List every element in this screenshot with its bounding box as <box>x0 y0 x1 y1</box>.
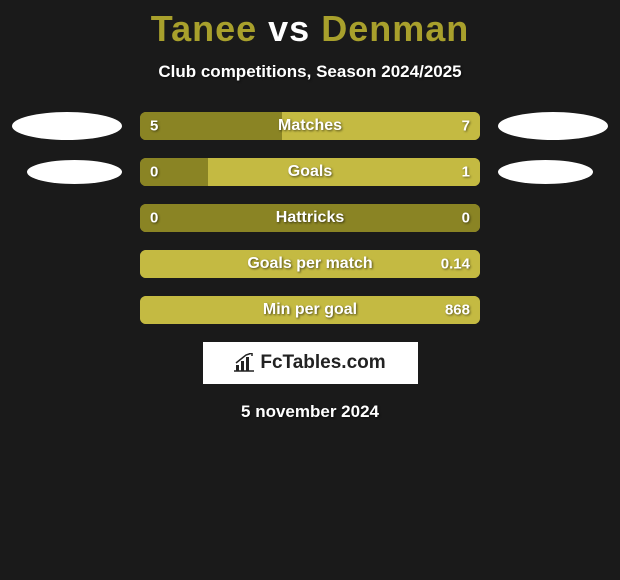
stat-value-right: 868 <box>445 302 470 319</box>
player1-badge <box>27 160 122 184</box>
stat-row: 0 0 Hattricks <box>0 204 620 232</box>
stat-label: Goals per match <box>247 255 372 273</box>
page-title: Tanee vs Denman <box>0 0 620 50</box>
stat-bar: 0 1 Goals <box>140 158 480 186</box>
stat-value-left: 0 <box>150 210 158 227</box>
stat-label: Min per goal <box>263 301 357 319</box>
stat-bar: 868 Min per goal <box>140 296 480 324</box>
logo-text: FcTables.com <box>260 352 385 374</box>
stat-value-right: 7 <box>462 118 470 135</box>
stat-row: 0.14 Goals per match <box>0 250 620 278</box>
stat-value-right: 0 <box>462 210 470 227</box>
bar-fill-left <box>140 112 282 140</box>
stat-row: 5 7 Matches <box>0 112 620 140</box>
fctables-logo[interactable]: FcTables.com <box>203 342 418 384</box>
stat-value-right: 0.14 <box>441 256 470 273</box>
stat-value-left: 5 <box>150 118 158 135</box>
stat-value-right: 1 <box>462 164 470 181</box>
stat-row: 0 1 Goals <box>0 158 620 186</box>
stat-label: Matches <box>278 117 342 135</box>
subtitle: Club competitions, Season 2024/2025 <box>0 62 620 82</box>
date-line: 5 november 2024 <box>0 402 620 422</box>
player1-name: Tanee <box>151 8 257 49</box>
title-vs: vs <box>268 8 310 49</box>
chart-icon <box>234 353 256 373</box>
stat-value-left: 0 <box>150 164 158 181</box>
player2-name: Denman <box>321 8 469 49</box>
stat-bar: 0.14 Goals per match <box>140 250 480 278</box>
stat-label: Hattricks <box>276 209 344 227</box>
stat-label: Goals <box>288 163 332 181</box>
stat-bar: 0 0 Hattricks <box>140 204 480 232</box>
player2-badge <box>498 112 608 140</box>
player1-badge <box>12 112 122 140</box>
bar-fill-right <box>208 158 480 186</box>
player2-badge <box>498 160 593 184</box>
stat-rows: 5 7 Matches 0 1 Goals 0 0 Hattricks 0.14 Goals per… <box>0 112 620 324</box>
stat-bar: 5 7 Matches <box>140 112 480 140</box>
stat-row: 868 Min per goal <box>0 296 620 324</box>
